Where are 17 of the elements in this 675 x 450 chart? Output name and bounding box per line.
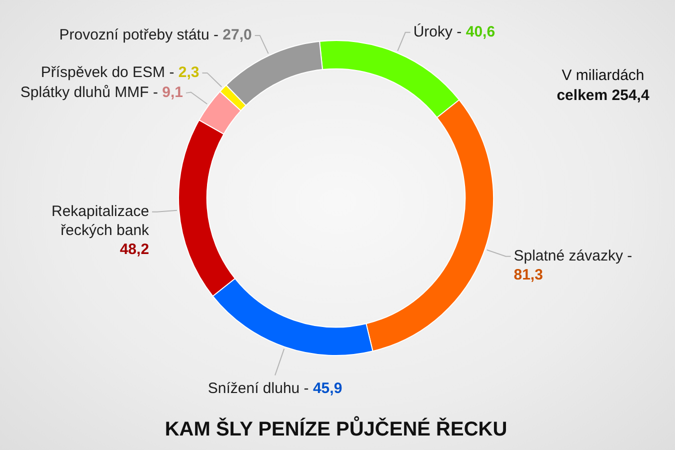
data-label: 9,1 bbox=[162, 84, 183, 102]
text: celkem 254,4 bbox=[556, 87, 650, 104]
slice-label: Splátky dluhů MMF - bbox=[20, 84, 158, 102]
slice-label: Úroky - bbox=[413, 22, 462, 41]
data-label: 2,3 bbox=[178, 64, 200, 82]
slice-label: Provozní potřeby státu - bbox=[59, 26, 218, 44]
slice-label: Příspěvek do ESM - bbox=[40, 64, 174, 82]
data-label: 45,9 bbox=[312, 380, 342, 397]
data-label: 48,2 bbox=[120, 241, 150, 258]
data-label: 27,0 bbox=[222, 26, 252, 44]
text: KAM ŠLY PENÍZE PŮJČENÉ ŘECKU bbox=[164, 416, 508, 441]
text: V miliardách bbox=[562, 67, 644, 84]
slice-label: Snížení dluhu - bbox=[208, 380, 309, 397]
slice-label: Splatné závazky - bbox=[514, 248, 632, 265]
slice-label: Rekapitalizace řeckých bank bbox=[51, 203, 150, 240]
data-label: 81,3 bbox=[514, 266, 543, 284]
data-label: 40,6 bbox=[466, 24, 496, 41]
